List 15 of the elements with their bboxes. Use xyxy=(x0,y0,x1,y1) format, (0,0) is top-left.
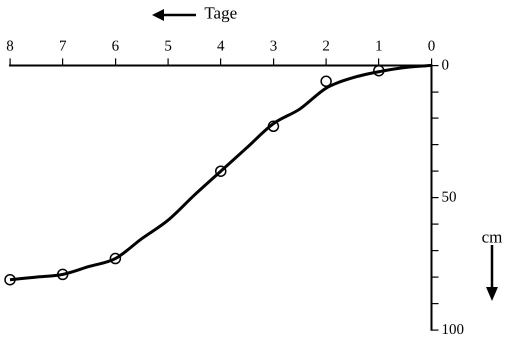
x-axis-title: Tage xyxy=(204,4,238,23)
x-tick-label: 0 xyxy=(428,38,436,54)
x-tick-label: 1 xyxy=(375,38,383,54)
x-tick-label: 6 xyxy=(112,38,120,54)
x-tick-label: 7 xyxy=(58,38,67,54)
x-tick-label: 2 xyxy=(322,38,330,54)
x-tick-label: 5 xyxy=(164,38,172,54)
x-tick-label: 4 xyxy=(217,38,225,54)
y-tick-label: 0 xyxy=(442,57,449,74)
y-tick-label: 50 xyxy=(442,190,456,206)
point xyxy=(320,76,332,88)
y-tick-label: 100 xyxy=(442,322,464,338)
y-axis-title: cm xyxy=(482,227,502,246)
x-tick-label: 3 xyxy=(270,38,278,54)
x-tick-label: 8 xyxy=(6,38,14,54)
